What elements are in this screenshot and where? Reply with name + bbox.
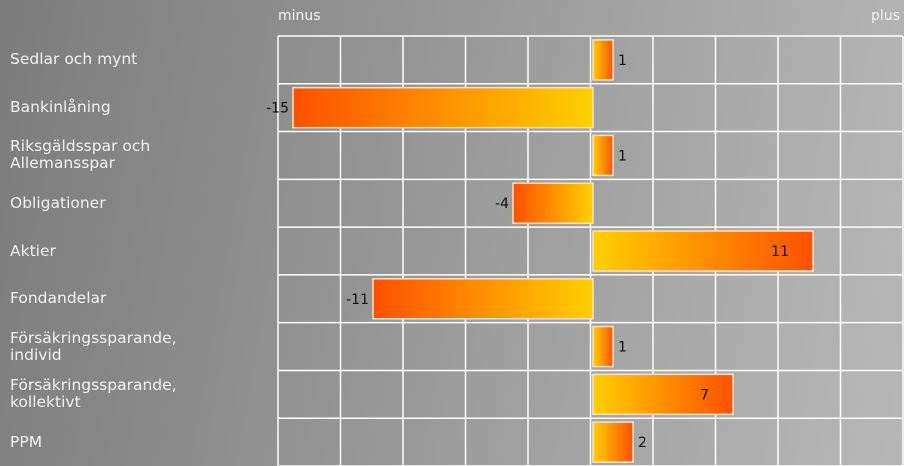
value-label: -15 (266, 101, 289, 117)
value-label: 1 (618, 340, 627, 356)
bar (592, 421, 634, 463)
category-label: Fondandelar (10, 289, 107, 308)
category-label: Sedlar och mynt (10, 50, 138, 69)
bar (372, 278, 594, 320)
bar (592, 230, 814, 272)
bar (592, 39, 614, 81)
value-label: -11 (346, 292, 369, 308)
axis-label-plus: plus (871, 8, 900, 24)
bar (592, 373, 734, 416)
category-label: Försäkringssparande, kollektivt (10, 376, 177, 412)
axis-label-minus: minus (278, 8, 321, 24)
value-label: -4 (495, 196, 509, 212)
category-label: Aktier (10, 241, 56, 260)
category-label: Obligationer (10, 193, 106, 212)
bar (592, 134, 614, 177)
value-label: 1 (618, 53, 627, 69)
category-label: Försäkringssparande, individ (10, 328, 177, 364)
value-label: 7 (700, 387, 709, 403)
value-label: 11 (771, 244, 789, 260)
value-label: 2 (638, 435, 647, 451)
bar (512, 182, 594, 224)
category-label: Riksgäldsspar och Allemansspar (10, 137, 151, 173)
value-label: 1 (618, 148, 627, 164)
bar (292, 86, 594, 129)
bar (592, 325, 614, 368)
category-label: Bankinlåning (10, 98, 111, 117)
category-label: PPM (10, 432, 43, 451)
